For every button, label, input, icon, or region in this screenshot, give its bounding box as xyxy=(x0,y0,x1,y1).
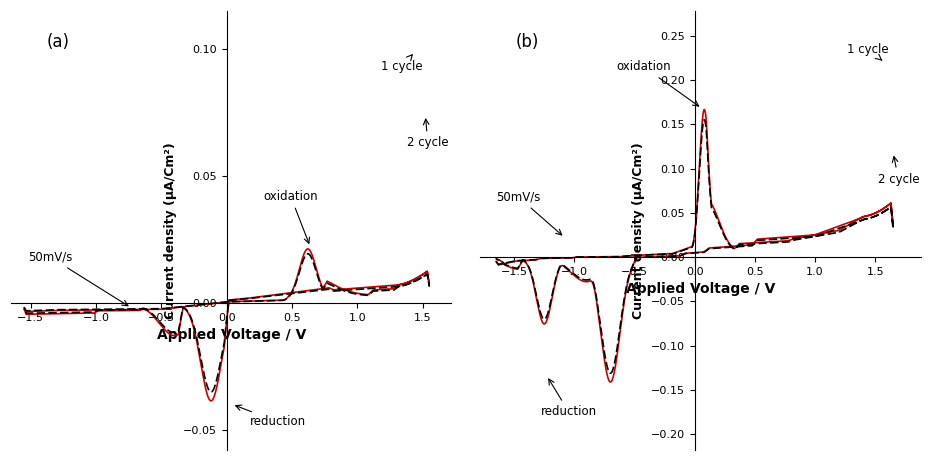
Text: 2 cycle: 2 cycle xyxy=(407,119,449,149)
Text: 1 cycle: 1 cycle xyxy=(848,43,889,60)
Text: (a): (a) xyxy=(46,33,70,51)
Text: 50mV/s: 50mV/s xyxy=(28,251,128,306)
Text: 1 cycle: 1 cycle xyxy=(381,55,423,73)
X-axis label: Applied Voltage / V: Applied Voltage / V xyxy=(156,328,306,342)
Y-axis label: Current density (μA/Cm²): Current density (μA/Cm²) xyxy=(632,142,646,319)
X-axis label: Applied Voltage / V: Applied Voltage / V xyxy=(626,282,775,296)
Text: oxidation: oxidation xyxy=(263,190,318,243)
Text: oxidation: oxidation xyxy=(616,60,698,106)
Text: reduction: reduction xyxy=(235,405,307,428)
Text: (b): (b) xyxy=(516,33,539,51)
Text: 50mV/s: 50mV/s xyxy=(496,190,562,235)
Y-axis label: Current density (μA/Cm²): Current density (μA/Cm²) xyxy=(165,142,178,319)
Text: 2 cycle: 2 cycle xyxy=(878,157,919,186)
Text: reduction: reduction xyxy=(541,379,597,418)
